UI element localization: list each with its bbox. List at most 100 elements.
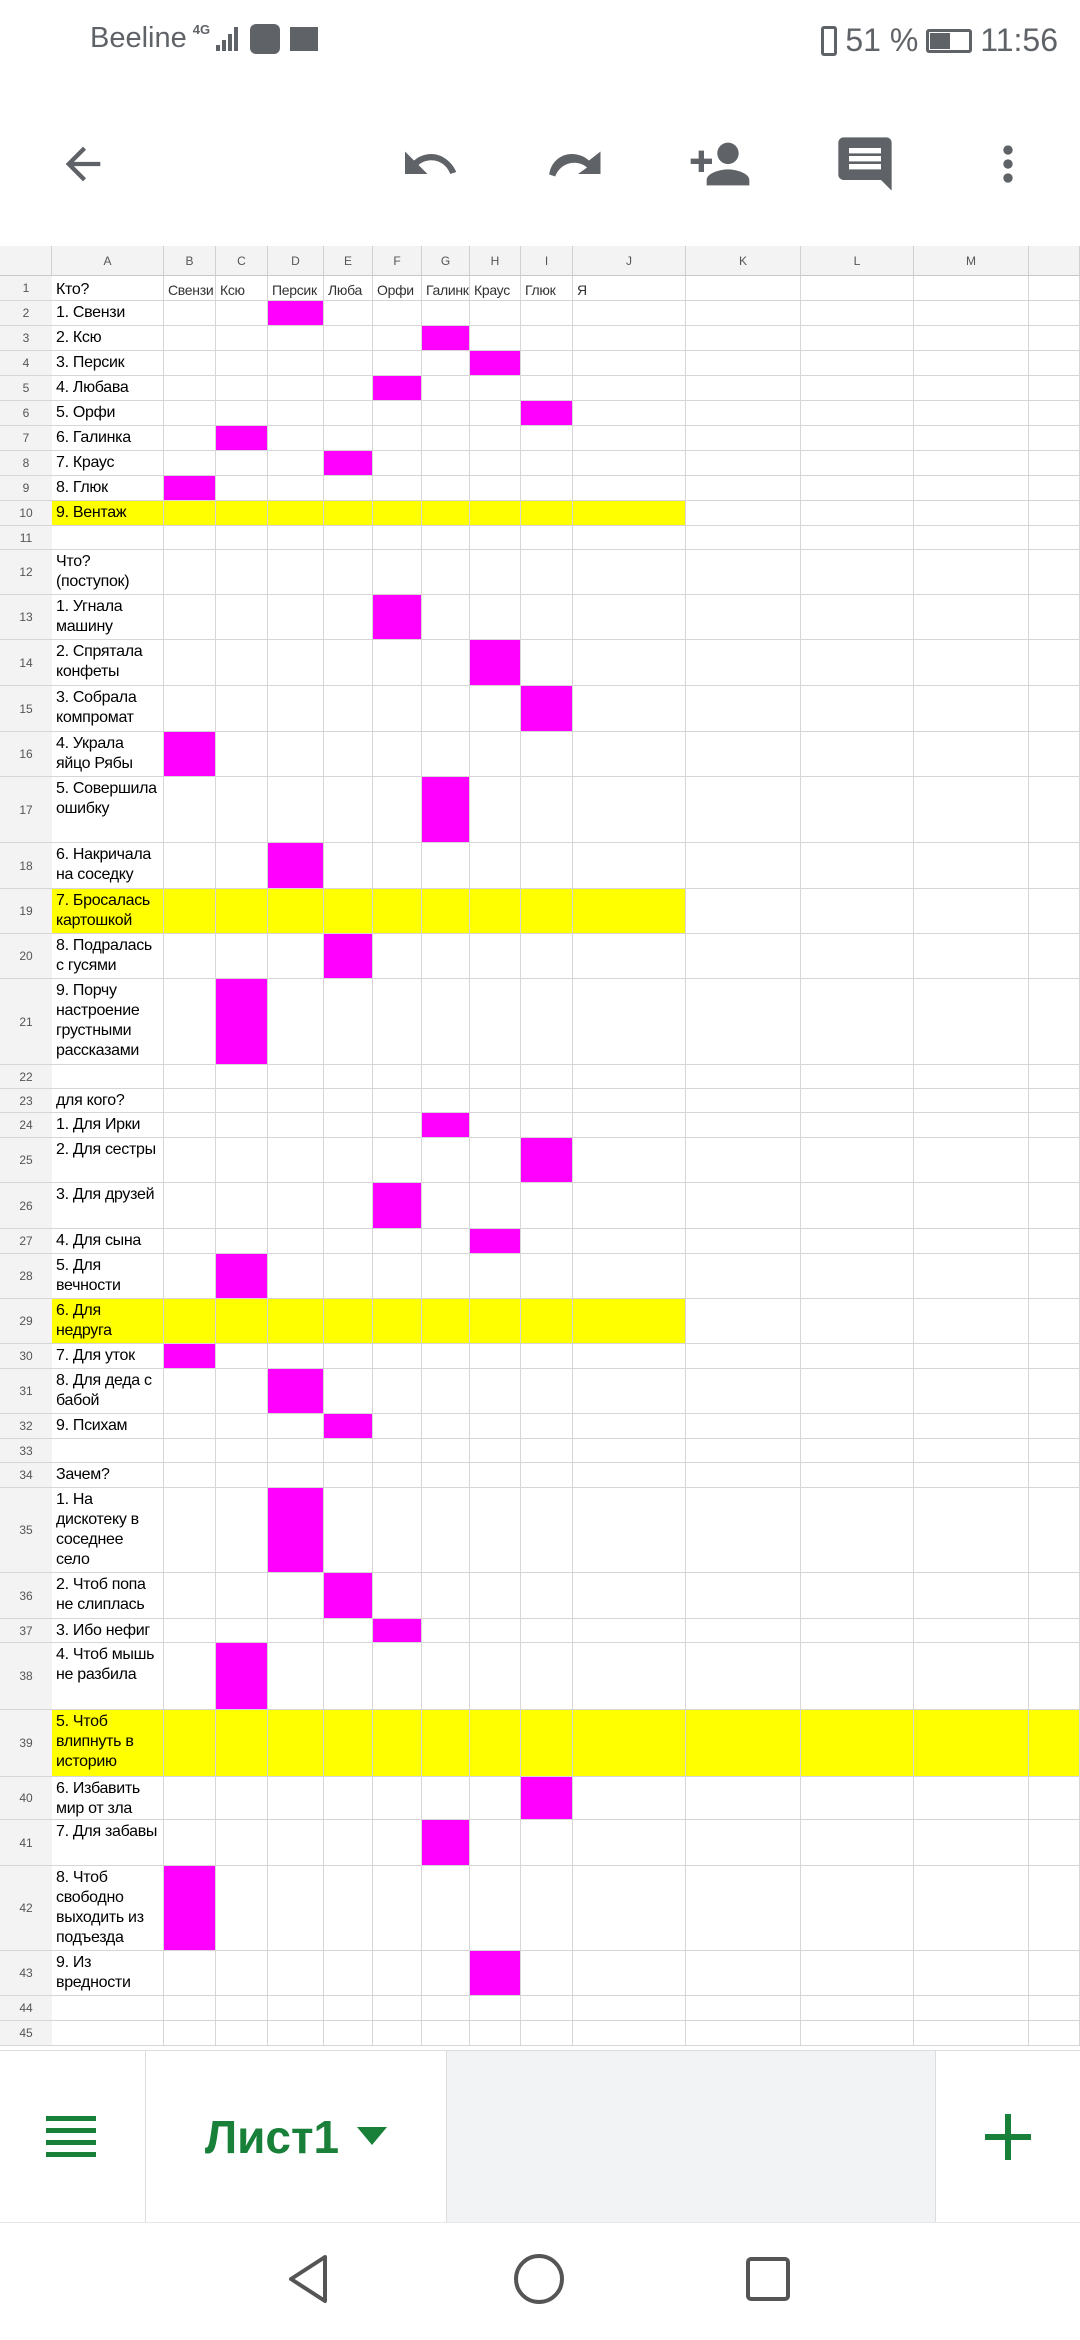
cell[interactable] [268, 451, 324, 476]
cell[interactable] [686, 451, 801, 476]
marked-cell[interactable] [422, 326, 470, 351]
cell[interactable] [164, 1820, 216, 1866]
column-header-a[interactable]: A [52, 246, 164, 276]
cell[interactable] [373, 426, 422, 451]
cell[interactable] [914, 376, 1029, 401]
cell[interactable] [470, 1089, 521, 1113]
cell[interactable] [914, 889, 1029, 934]
cell[interactable] [216, 1573, 268, 1619]
cell[interactable] [573, 1463, 686, 1488]
row-header[interactable]: 27 [0, 1229, 52, 1254]
cell[interactable] [216, 1183, 268, 1229]
cell[interactable] [470, 1573, 521, 1619]
marked-cell[interactable] [216, 1254, 268, 1299]
cell[interactable] [216, 1463, 268, 1488]
cell[interactable] [470, 401, 521, 426]
cell[interactable] [216, 1065, 268, 1089]
cell[interactable]: 7. Краус [52, 451, 164, 476]
cell[interactable] [373, 2021, 422, 2046]
cell[interactable] [914, 843, 1029, 889]
cell[interactable] [373, 1229, 422, 1254]
cell[interactable] [573, 1777, 686, 1820]
cell[interactable] [801, 1369, 914, 1414]
cell[interactable] [686, 1619, 801, 1643]
cell[interactable] [1029, 426, 1080, 451]
marked-cell[interactable] [470, 1951, 521, 1996]
cell[interactable] [573, 1951, 686, 1996]
cell[interactable] [521, 1573, 573, 1619]
cell[interactable] [573, 889, 686, 934]
cell[interactable]: 1. Угнала машину [52, 595, 164, 640]
cell[interactable] [801, 1183, 914, 1229]
row-header[interactable]: 28 [0, 1254, 52, 1299]
row-header[interactable]: 4 [0, 351, 52, 376]
cell[interactable] [164, 595, 216, 640]
row-header[interactable]: 5 [0, 376, 52, 401]
cell[interactable] [164, 401, 216, 426]
cell[interactable] [573, 1254, 686, 1299]
cell[interactable] [686, 777, 801, 843]
cell[interactable] [521, 1229, 573, 1254]
cell[interactable] [521, 1369, 573, 1414]
cell[interactable] [422, 1299, 470, 1344]
column-header-k[interactable]: K [686, 246, 801, 276]
marked-cell[interactable] [324, 934, 373, 979]
cell[interactable]: 1. Для Ирки [52, 1113, 164, 1138]
row-header[interactable]: 36 [0, 1573, 52, 1619]
cell[interactable] [164, 889, 216, 934]
cell[interactable] [470, 1299, 521, 1344]
cell[interactable] [164, 376, 216, 401]
cell[interactable] [422, 979, 470, 1065]
cell[interactable]: 8. Для деда с бабой [52, 1369, 164, 1414]
cell[interactable] [422, 401, 470, 426]
add-sheet-button[interactable] [935, 2051, 1080, 2223]
cell[interactable] [686, 1229, 801, 1254]
cell[interactable] [521, 1710, 573, 1777]
cell[interactable] [914, 1254, 1029, 1299]
row-header[interactable]: 15 [0, 686, 52, 732]
cell[interactable] [686, 526, 801, 550]
cell[interactable] [686, 1299, 801, 1344]
cell[interactable] [801, 1089, 914, 1113]
cell[interactable] [573, 979, 686, 1065]
row-header[interactable]: 21 [0, 979, 52, 1065]
cell[interactable] [801, 777, 914, 843]
cell[interactable] [164, 1183, 216, 1229]
cell[interactable] [1029, 451, 1080, 476]
cell[interactable] [422, 1710, 470, 1777]
header-cell[interactable]: Краус [470, 276, 521, 301]
cell[interactable] [324, 1299, 373, 1344]
cell[interactable] [470, 686, 521, 732]
cell[interactable] [1029, 1299, 1080, 1344]
cell[interactable] [521, 934, 573, 979]
cell[interactable] [686, 401, 801, 426]
cell[interactable]: 2. Для сестры [52, 1138, 164, 1183]
undo-button[interactable] [398, 132, 462, 196]
column-header-m[interactable]: M [914, 246, 1029, 276]
cell[interactable] [686, 1463, 801, 1488]
cell[interactable] [422, 1643, 470, 1710]
cell[interactable] [324, 301, 373, 326]
cell[interactable] [573, 843, 686, 889]
cell[interactable] [164, 351, 216, 376]
row-header[interactable]: 11 [0, 526, 52, 550]
cell[interactable] [1029, 843, 1080, 889]
row-header[interactable]: 14 [0, 640, 52, 686]
cell[interactable] [914, 1710, 1029, 1777]
cell[interactable] [521, 426, 573, 451]
cell[interactable] [914, 351, 1029, 376]
cell[interactable] [521, 595, 573, 640]
cell[interactable] [521, 1439, 573, 1463]
cell[interactable]: 3. Собрала компромат [52, 686, 164, 732]
cell[interactable] [686, 2021, 801, 2046]
cell[interactable] [1029, 1488, 1080, 1573]
cell[interactable] [373, 1710, 422, 1777]
cell[interactable] [216, 934, 268, 979]
cell[interactable] [324, 889, 373, 934]
back-button[interactable] [51, 132, 115, 196]
cell[interactable] [914, 1183, 1029, 1229]
cell[interactable] [216, 1229, 268, 1254]
cell[interactable]: 6. Для недруга [52, 1299, 164, 1344]
cell[interactable] [686, 1820, 801, 1866]
cell[interactable] [573, 1113, 686, 1138]
